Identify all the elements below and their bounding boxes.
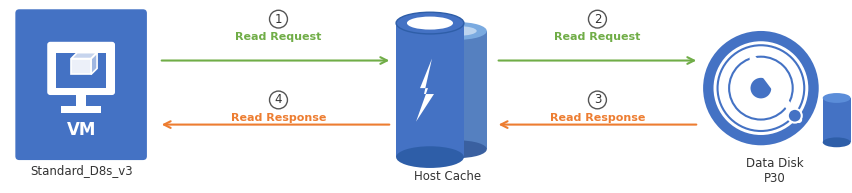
Ellipse shape (429, 140, 486, 158)
Ellipse shape (821, 93, 849, 103)
Text: Read Response: Read Response (549, 113, 644, 123)
Polygon shape (71, 58, 91, 74)
Bar (395, 23, 463, 157)
FancyBboxPatch shape (56, 53, 106, 88)
FancyArrowPatch shape (498, 57, 694, 64)
FancyBboxPatch shape (15, 9, 147, 160)
Bar (429, 31, 486, 149)
FancyArrowPatch shape (162, 57, 387, 64)
Text: 1: 1 (274, 13, 282, 26)
Circle shape (750, 78, 770, 98)
Circle shape (712, 41, 808, 135)
Bar (61, 106, 101, 113)
Ellipse shape (821, 137, 849, 147)
Polygon shape (71, 53, 97, 58)
Ellipse shape (439, 26, 476, 36)
Text: Read Request: Read Request (235, 32, 321, 42)
Text: 4: 4 (274, 93, 282, 107)
Text: VM: VM (66, 120, 95, 139)
Text: Read Response: Read Response (231, 113, 325, 123)
Circle shape (787, 109, 801, 123)
Text: Read Request: Read Request (554, 32, 640, 42)
Text: Standard_D8s_v3: Standard_D8s_v3 (30, 164, 132, 177)
Text: 3: 3 (593, 93, 601, 107)
Bar (76, 92, 86, 106)
Text: 2: 2 (593, 13, 601, 26)
Ellipse shape (395, 12, 463, 34)
Text: Host Cache: Host Cache (414, 170, 481, 183)
Polygon shape (416, 58, 434, 122)
Circle shape (702, 31, 818, 145)
FancyArrowPatch shape (500, 121, 695, 128)
FancyArrowPatch shape (164, 121, 389, 128)
Text: Data Disk
P30: Data Disk P30 (746, 157, 803, 185)
Ellipse shape (406, 17, 452, 30)
Ellipse shape (429, 22, 486, 40)
Polygon shape (91, 53, 97, 74)
Ellipse shape (395, 146, 463, 168)
Bar (821, 98, 849, 142)
FancyBboxPatch shape (47, 42, 115, 95)
